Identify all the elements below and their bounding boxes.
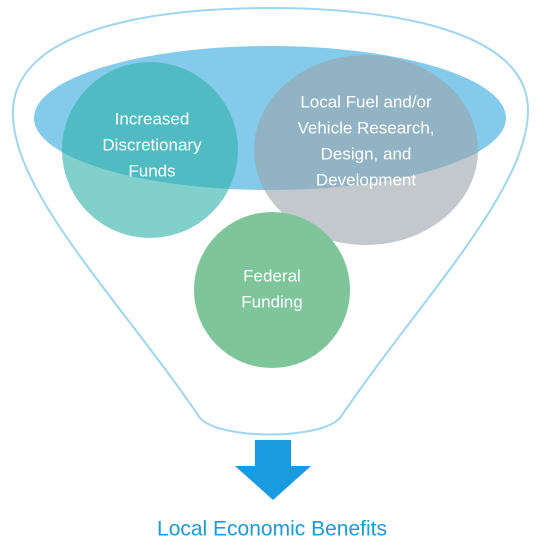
node-label: Funding: [241, 292, 302, 311]
node-label: Federal: [243, 266, 301, 285]
outcome-label: Local Economic Benefits: [157, 518, 387, 541]
node-label: Discretionary: [102, 135, 202, 154]
node-label: Design, and: [321, 144, 412, 163]
arrow-head: [235, 466, 311, 500]
node-label: Vehicle Research,: [297, 118, 434, 137]
arrow-shaft: [255, 440, 291, 467]
node-circle: [62, 62, 238, 238]
node-circle: [254, 55, 478, 245]
node-label: Development: [316, 170, 416, 189]
node-circle: [194, 212, 350, 368]
node-label: Increased: [115, 109, 190, 128]
node-label: Local Fuel and/or: [300, 92, 432, 111]
node-label: Funds: [128, 161, 175, 180]
